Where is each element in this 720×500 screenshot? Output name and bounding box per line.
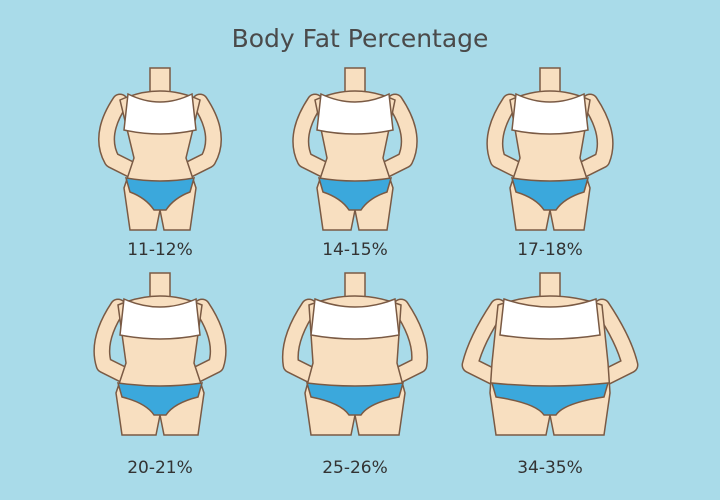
arm bbox=[487, 95, 529, 179]
figure bbox=[292, 67, 418, 231]
arm bbox=[571, 95, 613, 179]
arm bbox=[374, 95, 417, 179]
arm bbox=[388, 300, 427, 384]
figure bbox=[486, 67, 614, 231]
arm bbox=[283, 300, 322, 384]
sports-top bbox=[499, 297, 601, 340]
percentage-label: 25-26% bbox=[322, 458, 388, 478]
figure bbox=[93, 272, 227, 436]
arm bbox=[293, 95, 336, 179]
briefs bbox=[317, 177, 393, 211]
neck bbox=[344, 67, 366, 93]
percentage-label: 17-18% bbox=[517, 240, 583, 260]
percentage-label: 20-21% bbox=[127, 458, 193, 478]
briefs bbox=[510, 177, 590, 211]
neck bbox=[149, 67, 171, 93]
sports-top bbox=[123, 92, 197, 135]
arm bbox=[595, 300, 637, 384]
arm bbox=[185, 300, 226, 384]
sports-top bbox=[310, 297, 400, 340]
neck bbox=[539, 272, 561, 298]
title: Body Fat Percentage bbox=[232, 24, 489, 53]
percentage-label: 14-15% bbox=[322, 240, 388, 260]
sports-top bbox=[511, 92, 589, 135]
arm bbox=[94, 300, 135, 384]
briefs bbox=[305, 382, 405, 416]
briefs bbox=[116, 382, 204, 416]
figure bbox=[461, 272, 639, 436]
sports-top bbox=[316, 92, 394, 135]
sports-top bbox=[119, 297, 201, 340]
figure bbox=[98, 67, 222, 231]
percentage-label: 11-12% bbox=[127, 240, 193, 260]
arm bbox=[177, 95, 221, 179]
briefs bbox=[490, 382, 610, 416]
neck bbox=[539, 67, 561, 93]
neck bbox=[344, 272, 366, 298]
arm bbox=[99, 95, 143, 179]
neck bbox=[149, 272, 171, 298]
arm bbox=[463, 300, 505, 384]
percentage-label: 34-35% bbox=[517, 458, 583, 478]
figure bbox=[281, 272, 429, 436]
briefs bbox=[124, 177, 196, 211]
